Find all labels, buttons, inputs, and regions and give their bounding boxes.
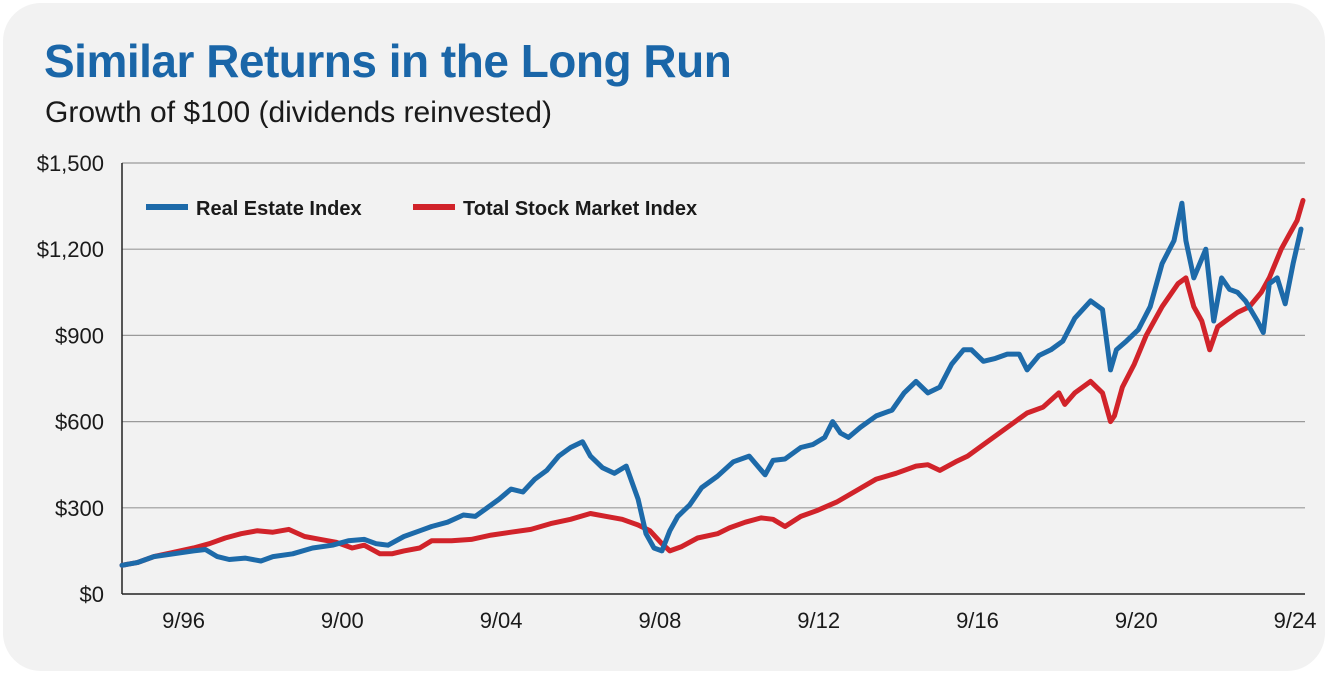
y-tick-label: $600: [55, 410, 104, 435]
legend-label-real-estate: Real Estate Index: [196, 198, 362, 220]
x-tick-label: 9/12: [797, 608, 840, 633]
x-tick-label: 9/20: [1115, 608, 1158, 633]
chart-title: Similar Returns in the Long Run: [44, 35, 732, 87]
x-tick-label: 9/08: [638, 608, 681, 633]
y-tick-label: $300: [55, 496, 104, 521]
legend: Real Estate Index Total Stock Market Inde…: [146, 198, 697, 220]
y-tick-label: $1,500: [37, 151, 104, 176]
y-tick-label: $0: [80, 582, 104, 607]
series-lines: [119, 197, 1306, 568]
series-line-total-stock: [119, 197, 1306, 568]
x-tick-label: 9/24: [1274, 608, 1317, 633]
axes: $0 $300 $600 $900 $1,200 $1,500 9/96 9/00 9/04 9/…: [37, 151, 1317, 633]
legend-label-total-stock: Total Stock Market Index: [463, 198, 697, 220]
y-tick-label: $900: [55, 323, 104, 348]
series-line-real-estate: [119, 200, 1304, 568]
chart-subtitle: Growth of $100 (dividends reinvested): [45, 96, 552, 129]
x-tick-label: 9/16: [956, 608, 999, 633]
x-tick-label: 9/04: [480, 608, 523, 633]
y-tick-label: $1,200: [37, 237, 104, 262]
x-tick-label: 9/96: [162, 608, 205, 633]
x-tick-label: 9/00: [321, 608, 364, 633]
